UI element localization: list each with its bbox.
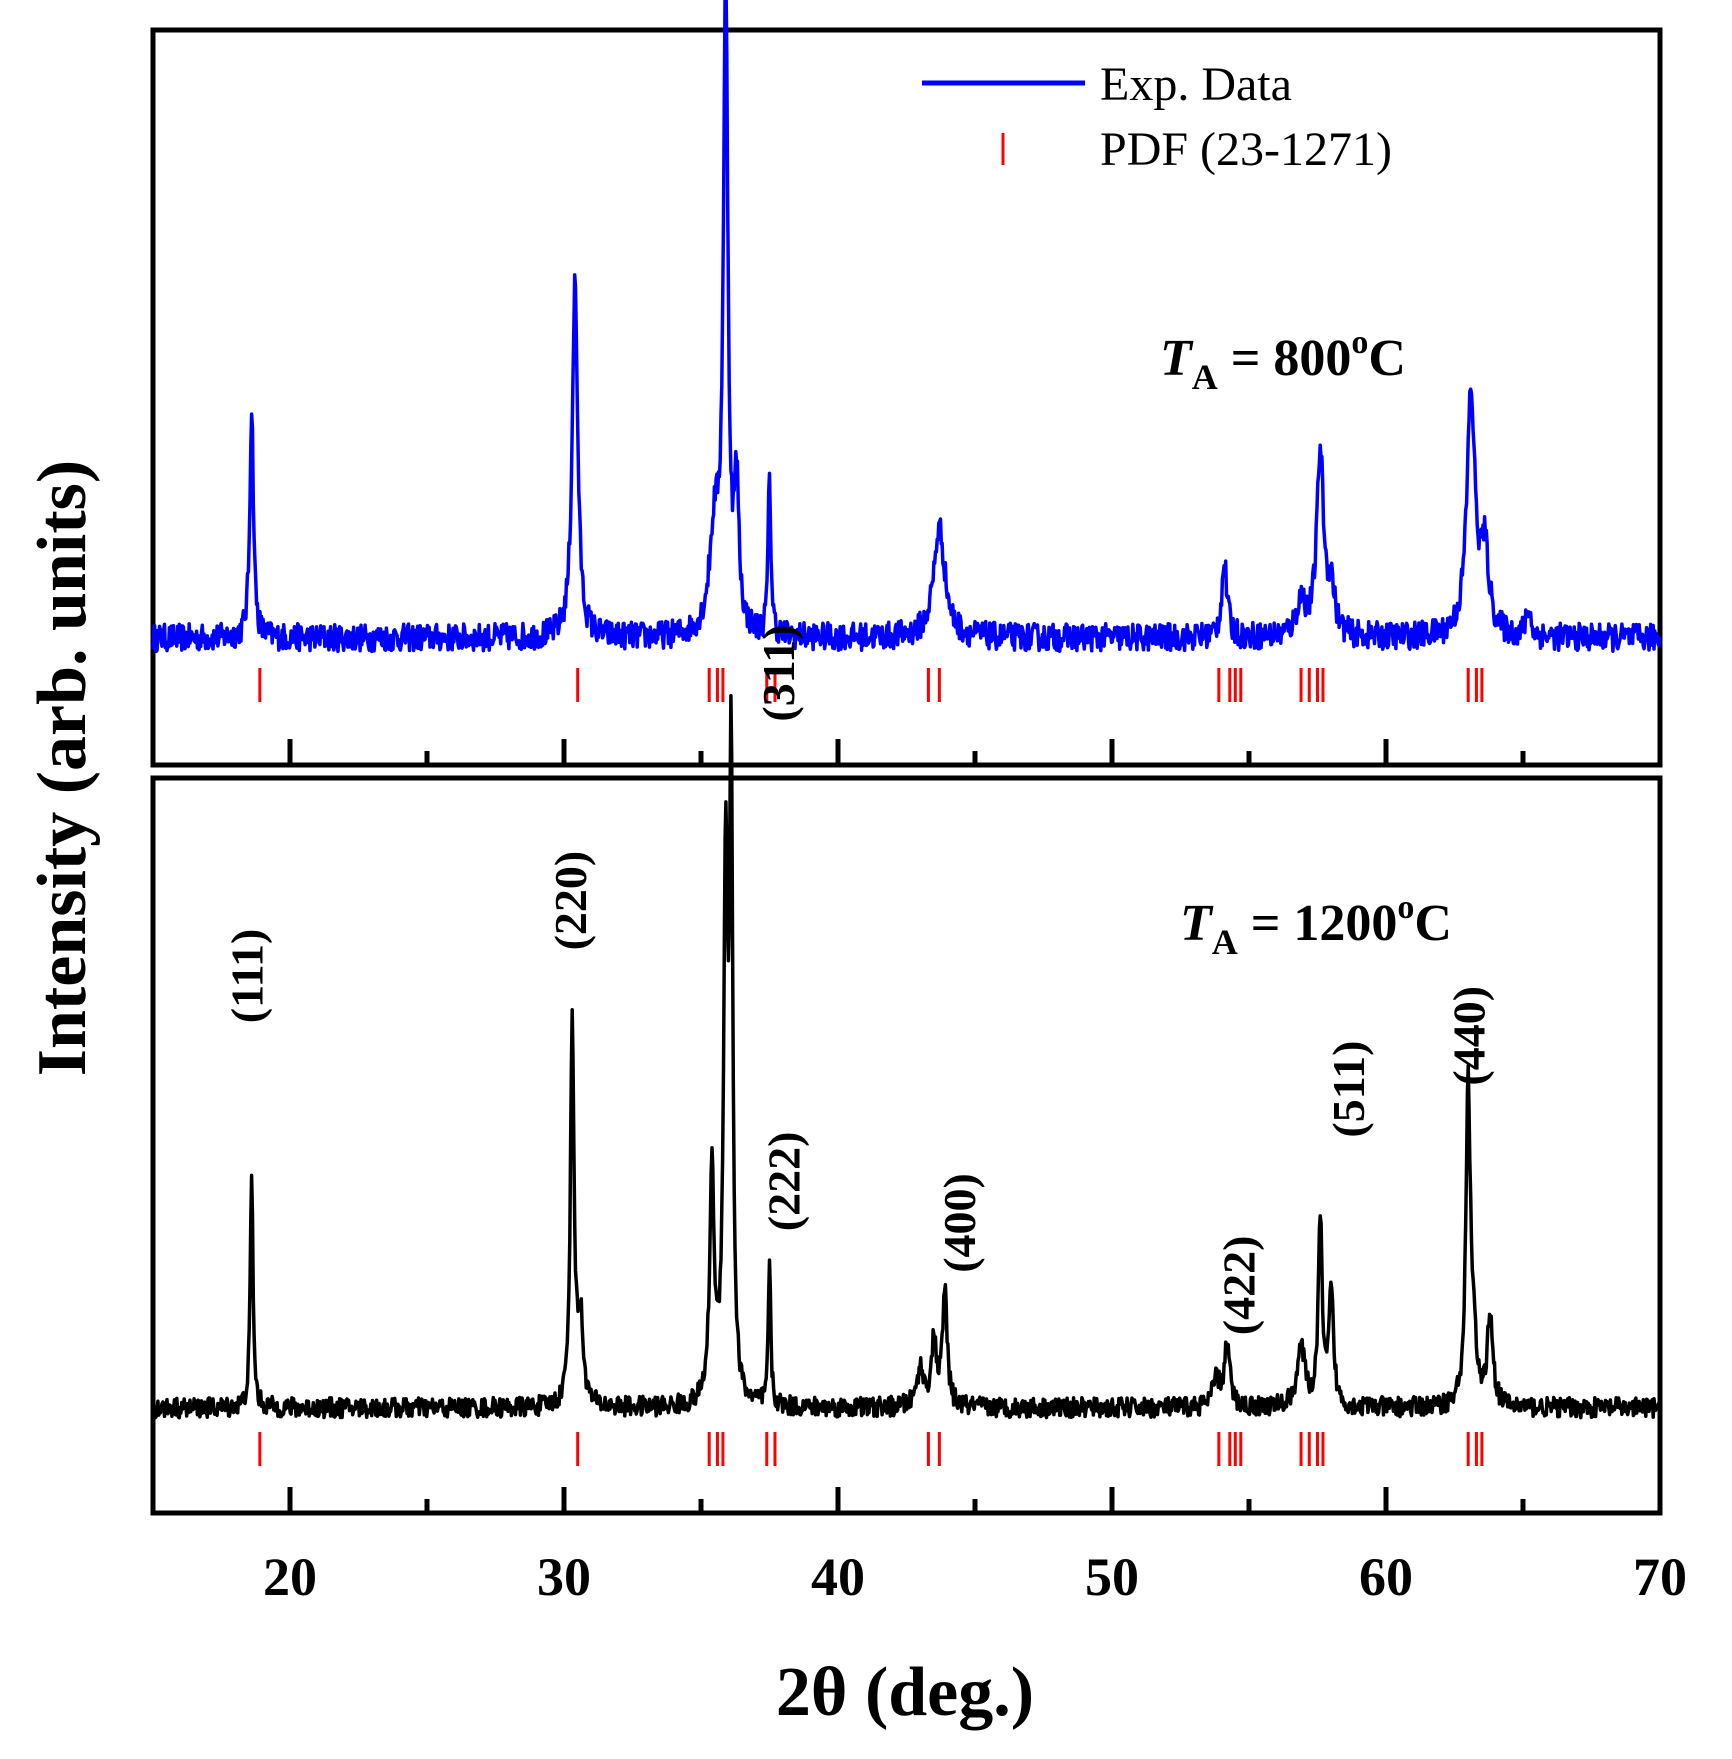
hkl-label: (220)	[545, 851, 596, 951]
bottom-panel-frame	[150, 775, 1663, 1516]
x-axis-title: 2θ (deg.)	[776, 1654, 1034, 1731]
hkl-label: (422)	[1214, 1236, 1265, 1336]
x-tick-label: 30	[537, 1547, 591, 1607]
x-tick-label: 40	[811, 1547, 865, 1607]
spectrum-line-800	[151, 0, 1662, 654]
bottom-panel-plot	[151, 694, 1662, 1466]
x-tick-label: 50	[1085, 1547, 1139, 1607]
hkl-label: (311)	[753, 624, 804, 721]
hkl-labels: (111) (220) (311) (222) (400) (422) (511) (440)	[222, 624, 1495, 1335]
hkl-label: (400)	[934, 1173, 985, 1273]
top-panel-plot	[151, 0, 1662, 702]
hkl-label: (511)	[1323, 1040, 1374, 1137]
legend-label-exp: Exp. Data	[1100, 58, 1292, 111]
x-axis-ticks: 20 30 40 50 60 70	[263, 739, 1687, 1607]
hkl-label: (111)	[222, 929, 273, 1024]
x-tick-label: 70	[1633, 1547, 1687, 1607]
legend-label-pdf: PDF (23-1271)	[1100, 123, 1392, 176]
hkl-label: (440)	[1444, 986, 1495, 1086]
top-panel-frame	[150, 27, 1663, 768]
bottom-annotation: TA = 1200oC	[1180, 889, 1452, 962]
y-axis-title: Intensity (arb. units)	[24, 460, 101, 1076]
top-annotation: TA = 800oC	[1160, 324, 1406, 397]
hkl-label: (222)	[759, 1132, 810, 1232]
x-tick-label: 60	[1359, 1547, 1413, 1607]
legend: Exp. Data PDF (23-1271)	[922, 58, 1392, 176]
spectrum-line-1200	[151, 694, 1662, 1420]
x-tick-label: 20	[263, 1547, 317, 1607]
